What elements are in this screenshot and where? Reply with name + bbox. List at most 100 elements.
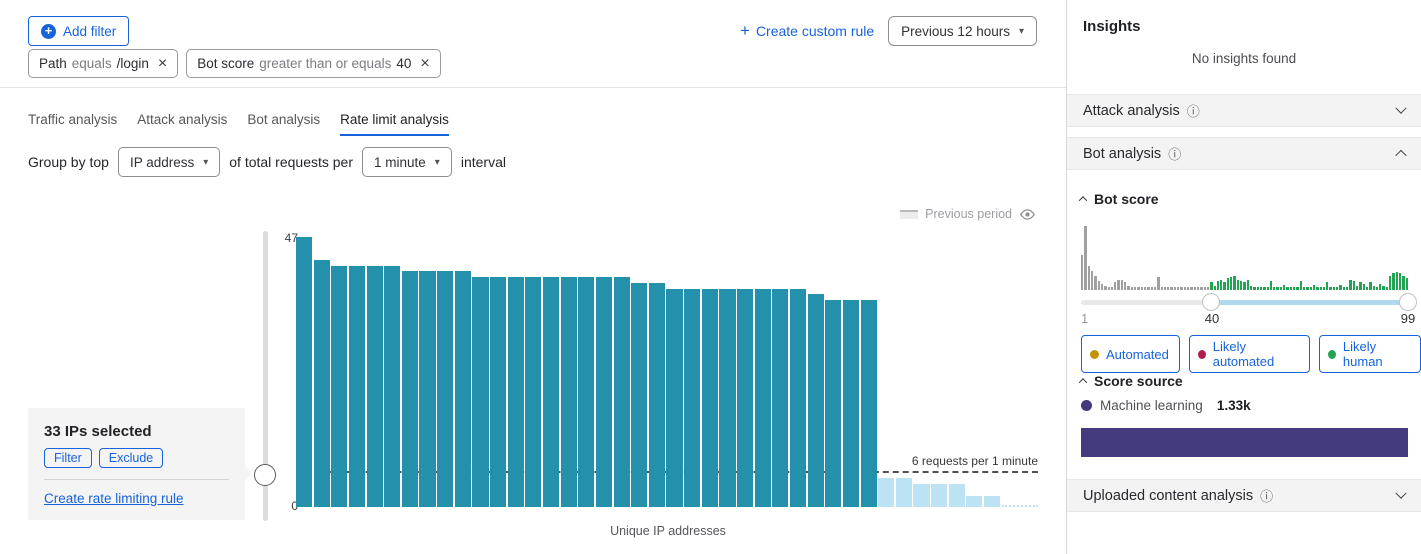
score-source-section-toggle[interactable]: Score source	[1078, 373, 1183, 389]
ip-bar[interactable]	[948, 484, 965, 507]
bot-score-bin	[1256, 287, 1259, 290]
chip-value: /login	[116, 56, 149, 71]
ip-bar[interactable]	[437, 271, 454, 507]
bot-score-bin	[1143, 287, 1147, 290]
chip-value: 40	[396, 56, 412, 71]
plus-circle-icon: +	[41, 23, 56, 39]
ip-bar[interactable]	[931, 484, 948, 507]
remove-filter-icon[interactable]: ×	[420, 54, 430, 72]
bot-score-bin	[1372, 286, 1375, 290]
ip-bar[interactable]	[825, 300, 842, 507]
ip-bar[interactable]	[490, 277, 507, 507]
ip-bar[interactable]	[648, 282, 665, 507]
ip-bar[interactable]	[895, 478, 912, 507]
tab-traffic-analysis[interactable]: Traffic analysis	[28, 112, 118, 127]
section-bot-analysis[interactable]: Bot analysis ⓘ	[1067, 137, 1421, 170]
ip-selection-panel: 33 IPs selected Filter Exclude Create ra…	[28, 408, 252, 520]
ip-bar[interactable]	[666, 288, 683, 507]
ip-bar[interactable]	[842, 300, 859, 507]
time-range-label: Previous 12 hours	[901, 23, 1010, 39]
ip-bar[interactable]	[472, 277, 489, 507]
tab-attack-analysis[interactable]: Attack analysis	[137, 112, 228, 127]
ip-bar[interactable]	[595, 277, 613, 507]
ip-bar[interactable]	[613, 277, 630, 507]
badge-likely-automated[interactable]: Likely automated	[1188, 335, 1311, 373]
ip-bar[interactable]	[966, 495, 983, 507]
ip-bar[interactable]	[401, 271, 418, 507]
bot-score-bin	[1296, 287, 1299, 290]
bot-score-bin	[1369, 282, 1372, 290]
time-range-dropdown[interactable]: Previous 12 hours ▾	[888, 16, 1037, 46]
bot-score-bin	[1399, 273, 1402, 290]
ip-bar[interactable]	[631, 282, 648, 507]
filter-chip-path: Path equals /login ×	[28, 49, 179, 78]
ip-bar[interactable]	[454, 271, 471, 507]
bot-score-bin	[1236, 279, 1239, 290]
bot-score-bin	[1223, 282, 1226, 290]
ip-bar[interactable]	[331, 265, 348, 507]
chevron-down-icon: ▾	[1018, 25, 1024, 37]
eye-icon[interactable]	[1019, 208, 1036, 221]
bot-score-bin	[1094, 275, 1097, 290]
ip-bar[interactable]	[419, 271, 436, 507]
ip-bar[interactable]	[772, 288, 789, 507]
ip-bar[interactable]	[878, 478, 895, 507]
ip-bar[interactable]	[348, 265, 366, 507]
ip-bar[interactable]	[913, 484, 930, 507]
ip-bar[interactable]	[560, 277, 577, 507]
ip-bar[interactable]	[719, 288, 736, 507]
remove-filter-icon[interactable]: ×	[157, 54, 168, 72]
ip-bar[interactable]	[684, 288, 701, 507]
bot-score-bin	[1329, 287, 1332, 290]
ip-bar[interactable]	[366, 265, 383, 507]
chevron-down-icon: ▾	[434, 156, 440, 168]
ip-bar[interactable]	[737, 288, 754, 507]
bot-score-bin	[1349, 279, 1352, 290]
ip-bar[interactable]	[983, 495, 1001, 507]
create-custom-rule-link[interactable]: + Create custom rule	[740, 21, 875, 40]
ip-bar[interactable]	[860, 300, 877, 507]
filter-button[interactable]: Filter	[44, 448, 92, 468]
ip-bar[interactable]	[578, 277, 595, 507]
tab-rate-limit-analysis[interactable]: Rate limit analysis	[340, 112, 449, 136]
bot-score-bin	[1183, 287, 1186, 290]
bot-score-bin	[1319, 287, 1322, 290]
bot-score-bin	[1190, 287, 1193, 290]
badge-likely-human[interactable]: Likely human	[1319, 335, 1421, 373]
slider-min-label: 1	[1081, 311, 1089, 326]
section-attack-analysis[interactable]: Attack analysis ⓘ	[1067, 94, 1421, 127]
ip-bar[interactable]	[701, 288, 718, 507]
group-by-select[interactable]: IP address ▾	[117, 147, 221, 177]
bot-score-bin	[1306, 287, 1309, 290]
interval-select[interactable]: 1 minute ▾	[362, 147, 452, 177]
ip-bar[interactable]	[507, 277, 524, 507]
ip-bar[interactable]	[525, 277, 542, 507]
create-rate-limiting-rule-link[interactable]: Create rate limiting rule	[44, 491, 184, 506]
bot-score-bin	[1167, 287, 1170, 290]
ip-bar[interactable]	[542, 277, 560, 507]
slider-handle-upper[interactable]	[1399, 293, 1417, 311]
create-custom-rule-label: Create custom rule	[755, 23, 875, 39]
bot-score-bin	[1173, 287, 1177, 290]
add-filter-button[interactable]: + Add filter	[28, 16, 130, 46]
ip-bar[interactable]	[789, 288, 807, 507]
threshold-slider-handle[interactable]	[254, 464, 276, 486]
section-uploaded-content-analysis[interactable]: Uploaded content analysis ⓘ	[1067, 479, 1421, 512]
badge-automated[interactable]: Automated	[1081, 335, 1180, 373]
score-source-bar	[1081, 428, 1408, 457]
ip-bar[interactable]	[754, 288, 771, 507]
bot-score-bin	[1081, 254, 1084, 290]
ip-bar[interactable]	[807, 294, 824, 507]
ip-bar[interactable]	[313, 259, 330, 507]
slider-handle-lower[interactable]	[1202, 293, 1220, 311]
tab-bot-analysis[interactable]: Bot analysis	[247, 112, 321, 127]
plus-icon: +	[740, 21, 750, 40]
ip-bars[interactable]	[296, 237, 1001, 507]
ip-bar[interactable]	[384, 265, 401, 507]
exclude-button[interactable]: Exclude	[98, 448, 164, 468]
bot-score-section-toggle[interactable]: Bot score	[1078, 191, 1159, 207]
bot-score-bin	[1269, 281, 1273, 290]
previous-period-swatch-icon	[900, 209, 919, 219]
bot-score-bin	[1180, 287, 1183, 290]
ip-bar[interactable]	[296, 237, 313, 507]
